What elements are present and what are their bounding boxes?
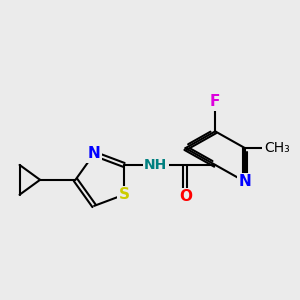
Text: O: O bbox=[179, 189, 192, 204]
Text: N: N bbox=[239, 174, 251, 189]
Text: CH₃: CH₃ bbox=[264, 141, 290, 155]
Text: F: F bbox=[210, 94, 220, 109]
Text: NH: NH bbox=[144, 158, 167, 172]
Text: S: S bbox=[118, 187, 129, 202]
Text: N: N bbox=[88, 146, 100, 161]
